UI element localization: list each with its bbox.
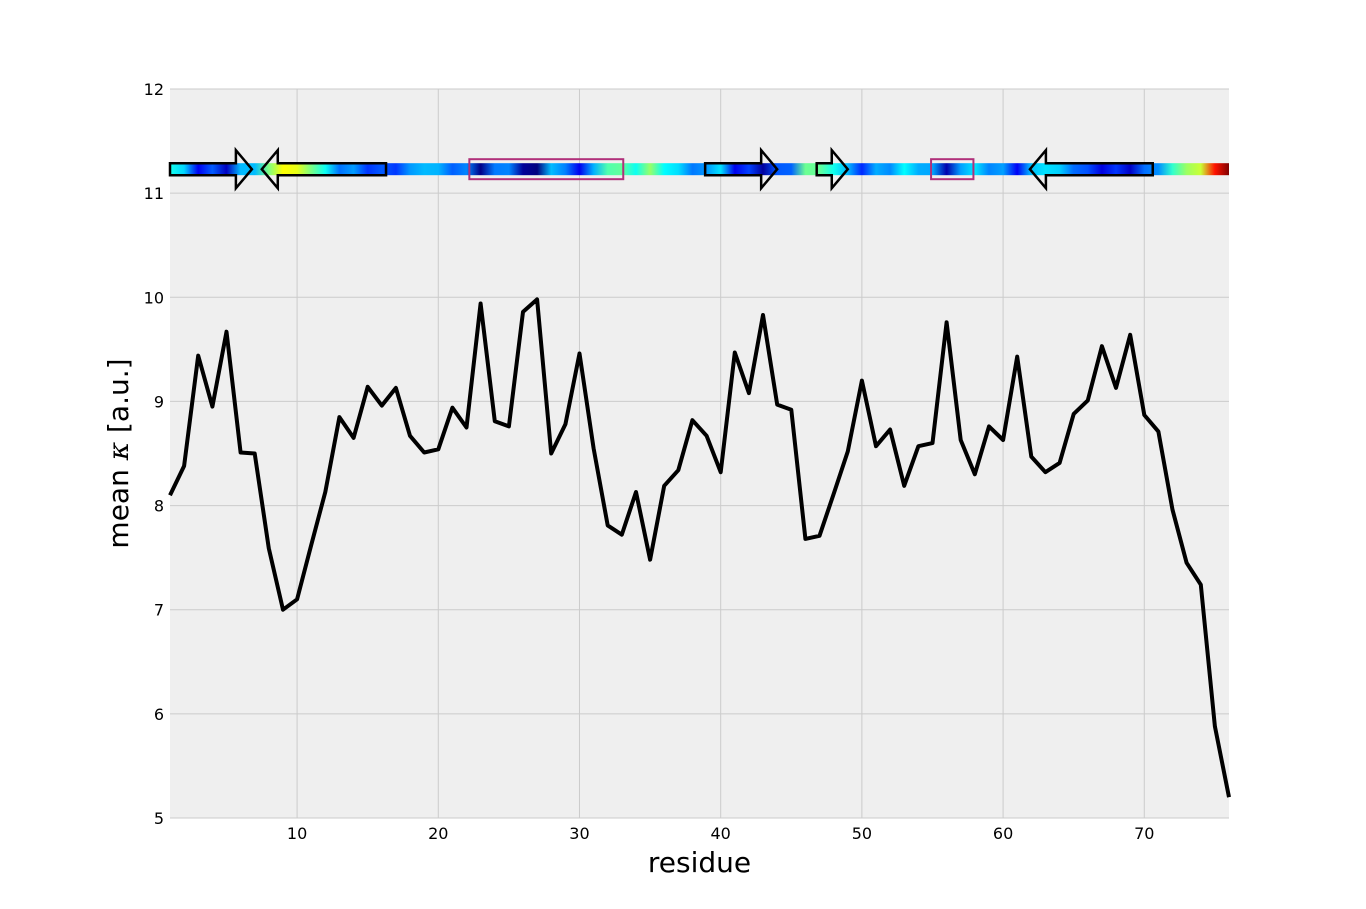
x-axis-label: residue — [648, 846, 751, 879]
y-tick-label: 10 — [144, 288, 164, 307]
plot-area — [170, 89, 1229, 818]
strand-arrow — [703, 146, 779, 192]
x-tick-label: 70 — [1134, 824, 1154, 843]
x-tick-label: 50 — [852, 824, 872, 843]
x-tick-label: 10 — [287, 824, 307, 843]
activity-color-bar — [170, 163, 1229, 176]
y-axis-label-suffix: [a.u.] — [102, 358, 135, 441]
x-tick-labels: 10 20 30 40 50 60 70 — [287, 824, 1155, 843]
x-tick-label: 60 — [993, 824, 1013, 843]
y-tick-label: 6 — [154, 705, 164, 724]
strand-arrow — [168, 146, 254, 192]
x-tick-label: 20 — [428, 824, 448, 843]
y-tick-label: 12 — [144, 80, 164, 99]
y-axis-label: mean κ [a.u.] — [102, 358, 135, 548]
strand-arrow — [1028, 146, 1155, 192]
strand-arrow — [260, 146, 388, 192]
grid-lines — [170, 88, 1229, 819]
strand-arrow — [815, 146, 850, 192]
line-layer — [168, 297, 1231, 798]
y-tick-label: 9 — [154, 392, 164, 411]
y-tick-label: 7 — [154, 601, 164, 620]
y-axis-label-prefix: mean — [102, 460, 135, 548]
x-tick-label: 40 — [711, 824, 731, 843]
series-line — [168, 297, 1231, 798]
y-tick-label: 5 — [154, 809, 164, 828]
y-tick-label: 8 — [154, 497, 164, 516]
helix-box — [930, 158, 975, 181]
helix-box — [468, 158, 625, 181]
y-axis-label-symbol: κ — [102, 442, 135, 461]
secondary-structure-annotations — [168, 146, 1155, 192]
x-tick-label: 30 — [569, 824, 589, 843]
y-tick-labels: 5 6 7 8 9 10 11 12 — [144, 80, 164, 828]
y-tick-label: 11 — [144, 184, 164, 203]
